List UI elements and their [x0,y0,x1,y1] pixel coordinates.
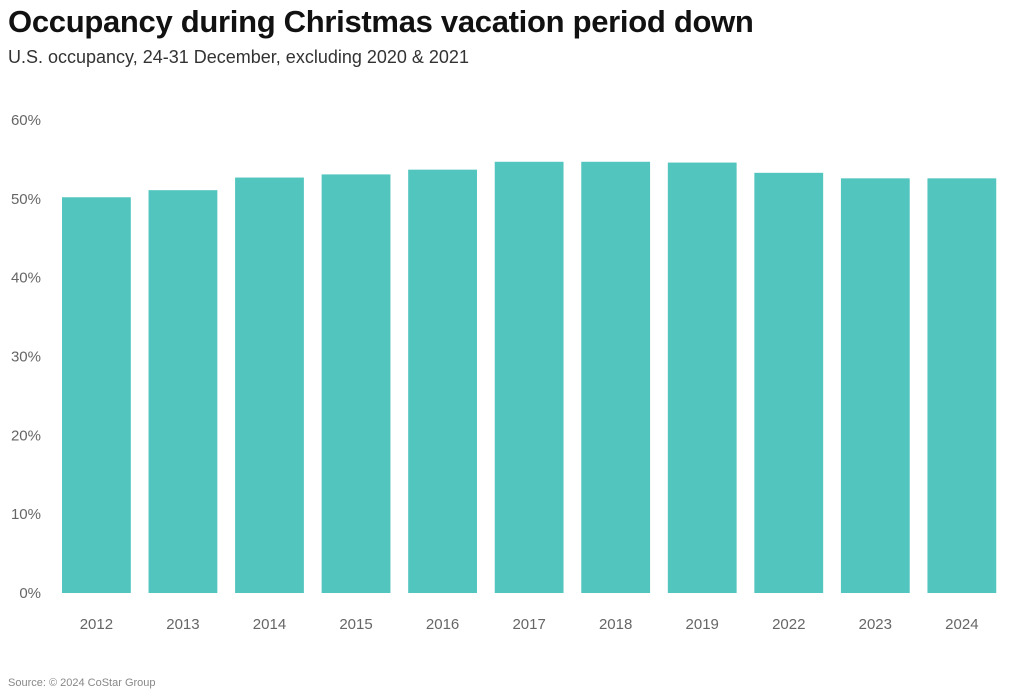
y-tick-label: 20% [11,427,41,444]
x-tick-label: 2016 [426,616,459,633]
chart-subtitle: U.S. occupancy, 24-31 December, excludin… [8,47,469,67]
bar-2019[interactable] [667,162,737,593]
bar-2014[interactable] [235,177,304,594]
bar-2013[interactable] [148,190,218,593]
bar-series [62,161,997,594]
bar-2023[interactable] [840,178,910,593]
x-axis: 2012 2013 2014 2015 2016 2017 2018 2019 2022 2023… [80,616,979,633]
bar-2017[interactable] [494,161,564,593]
x-tick-label: 2012 [80,616,113,633]
y-tick-label: 10% [11,506,41,523]
chart-title: Occupancy during Christmas vacation peri… [8,4,754,39]
y-tick-label: 30% [11,349,41,366]
bar-2018[interactable] [581,161,651,593]
y-tick-label: 40% [11,270,41,287]
bar-2022[interactable] [754,172,824,593]
x-tick-label: 2017 [512,616,545,633]
x-tick-label: 2014 [253,616,286,633]
bar-chart: 0%10%20%30%40%50%60% 2012 2013 2014 2015 201… [11,112,997,633]
x-tick-label: 2024 [945,616,978,633]
bar-2016[interactable] [408,169,477,593]
x-tick-label: 2015 [339,616,372,633]
x-tick-label: 2019 [686,616,719,633]
y-tick-label: 50% [11,191,41,208]
bar-2024[interactable] [927,178,997,593]
source-note: Source: © 2024 CoStar Group [8,677,156,689]
y-tick-label: 0% [19,585,41,602]
bar-2012[interactable] [62,197,131,593]
x-tick-label: 2022 [772,616,805,633]
bar-2015[interactable] [321,174,391,593]
x-tick-label: 2018 [599,616,632,633]
y-axis: 0% 10% 20% 30% 40% 50% 60% [11,112,41,602]
x-tick-label: 2013 [166,616,199,633]
y-tick-label: 60% [11,112,41,129]
x-tick-label: 2023 [859,616,892,633]
